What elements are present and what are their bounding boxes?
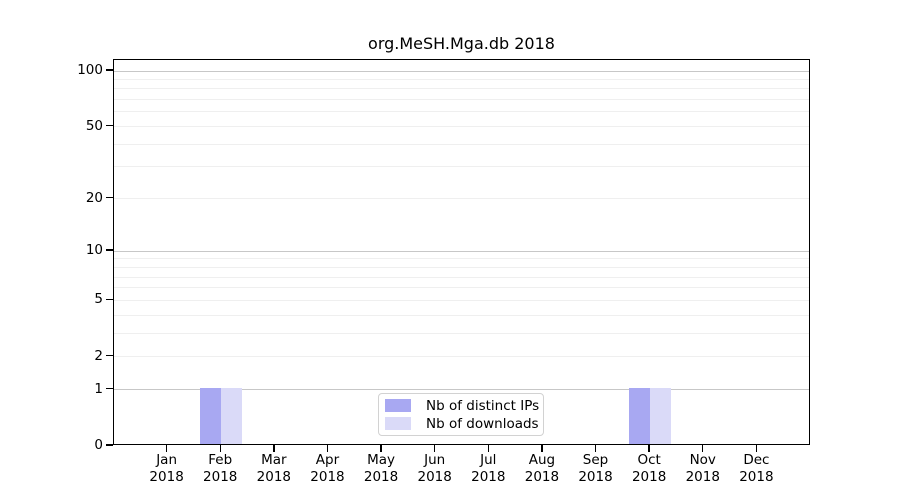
x-tick-year: 2018 bbox=[739, 469, 774, 485]
x-tick-year: 2018 bbox=[524, 469, 560, 485]
x-tick-mark bbox=[648, 445, 650, 452]
x-tick-month: Apr bbox=[315, 452, 340, 468]
x-tick-mark bbox=[273, 445, 275, 452]
x-tick-label: May 2018 bbox=[346, 452, 416, 486]
x-tick-month: Dec bbox=[743, 452, 770, 468]
y-gridline-minor bbox=[114, 356, 809, 358]
legend: Nb of distinct IPs Nb of downloads bbox=[378, 393, 544, 436]
x-tick-mark bbox=[541, 445, 543, 452]
x-tick-year: 2018 bbox=[685, 469, 720, 485]
y-gridline-minor bbox=[114, 276, 809, 278]
y-gridline-minor bbox=[114, 198, 809, 200]
y-gridline-minor bbox=[114, 314, 809, 316]
bar-nb-of-downloads bbox=[221, 387, 243, 444]
y-tick-mark bbox=[106, 249, 113, 251]
x-tick-mark bbox=[702, 445, 704, 452]
y-tick-mark bbox=[106, 355, 113, 357]
x-tick-month: Jun bbox=[424, 452, 446, 468]
y-tick-label: 10 bbox=[85, 242, 103, 259]
x-tick-month: Nov bbox=[689, 452, 716, 468]
x-tick-label: Dec 2018 bbox=[721, 452, 791, 486]
x-tick-label: Mar 2018 bbox=[239, 452, 309, 486]
legend-label: Nb of downloads bbox=[426, 415, 539, 432]
y-gridline-minor bbox=[114, 78, 809, 80]
x-tick-label: Jan 2018 bbox=[132, 452, 202, 486]
y-gridline-major bbox=[114, 389, 809, 391]
y-tick-label: 2 bbox=[94, 347, 103, 364]
x-tick-year: 2018 bbox=[256, 469, 292, 485]
bar-nb-of-distinct-ips bbox=[200, 387, 222, 444]
x-tick-month: Oct bbox=[637, 452, 661, 468]
x-tick-label: Feb 2018 bbox=[185, 452, 255, 486]
x-tick-year: 2018 bbox=[578, 469, 613, 485]
x-tick-label: Apr 2018 bbox=[292, 452, 362, 486]
y-gridline-minor bbox=[114, 299, 809, 301]
y-gridline-minor bbox=[114, 99, 809, 101]
x-tick-year: 2018 bbox=[149, 469, 184, 485]
x-tick-month: Feb bbox=[208, 452, 233, 468]
x-tick-mark bbox=[755, 445, 758, 452]
x-tick-month: Jan bbox=[156, 452, 178, 468]
y-gridline-minor bbox=[114, 266, 809, 268]
x-tick-label: Nov 2018 bbox=[668, 452, 738, 486]
x-tick-month: Jul bbox=[480, 452, 497, 468]
y-gridline-major bbox=[114, 70, 809, 72]
y-tick-label: 0 bbox=[94, 437, 103, 453]
y-gridline-minor bbox=[114, 287, 809, 289]
x-tick-label: Jul 2018 bbox=[453, 452, 523, 486]
x-tick-label: Jun 2018 bbox=[400, 452, 470, 486]
x-tick-month: Aug bbox=[528, 452, 556, 468]
x-tick-year: 2018 bbox=[310, 469, 345, 485]
y-tick-mark bbox=[106, 387, 113, 390]
x-tick-year: 2018 bbox=[631, 469, 667, 485]
x-tick-year: 2018 bbox=[363, 469, 399, 485]
y-tick-label: 50 bbox=[85, 117, 103, 134]
x-tick-mark bbox=[594, 445, 597, 452]
x-tick-mark bbox=[219, 445, 221, 452]
y-tick-label: 1 bbox=[94, 380, 103, 397]
legend-swatch bbox=[385, 417, 411, 430]
x-tick-year: 2018 bbox=[471, 469, 506, 485]
x-tick-mark bbox=[380, 445, 382, 452]
bar-nb-of-distinct-ips bbox=[629, 387, 651, 444]
y-gridline-minor bbox=[114, 332, 809, 334]
x-tick-mark bbox=[165, 445, 168, 452]
y-gridline-minor bbox=[114, 111, 809, 113]
x-tick-month: Mar bbox=[261, 452, 287, 468]
legend-swatch bbox=[385, 399, 411, 412]
y-tick-label: 5 bbox=[94, 291, 103, 308]
y-tick-label: 20 bbox=[85, 189, 103, 206]
bar-nb-of-downloads bbox=[650, 387, 672, 444]
y-tick-mark bbox=[106, 298, 113, 301]
y-tick-mark bbox=[106, 124, 113, 127]
y-gridline-minor bbox=[114, 88, 809, 90]
chart-title: org.MeSH.Mga.db 2018 bbox=[368, 34, 555, 53]
y-tick-mark bbox=[106, 444, 113, 446]
y-gridline-minor bbox=[114, 166, 809, 168]
x-tick-year: 2018 bbox=[203, 469, 238, 485]
y-gridline-minor bbox=[114, 126, 809, 128]
plot-area bbox=[113, 59, 810, 445]
x-tick-mark bbox=[326, 445, 329, 452]
x-tick-label: Aug 2018 bbox=[507, 452, 577, 486]
y-tick-mark bbox=[106, 69, 113, 71]
x-tick-year: 2018 bbox=[417, 469, 452, 485]
y-tick-label: 100 bbox=[77, 62, 103, 78]
y-gridline-minor bbox=[114, 258, 809, 260]
x-tick-mark bbox=[433, 445, 436, 452]
x-tick-month: May bbox=[367, 452, 396, 468]
y-gridline-major bbox=[114, 250, 809, 252]
legend-entry: Nb of downloads bbox=[385, 415, 543, 432]
x-tick-label: Oct 2018 bbox=[614, 452, 684, 486]
y-gridline-minor bbox=[114, 143, 809, 145]
x-tick-month: Sep bbox=[582, 452, 609, 468]
x-tick-label: Sep 2018 bbox=[561, 452, 631, 486]
y-tick-mark bbox=[106, 196, 113, 199]
x-tick-mark bbox=[487, 445, 489, 452]
legend-label: Nb of distinct IPs bbox=[426, 397, 540, 414]
legend-entry: Nb of distinct IPs bbox=[385, 397, 543, 414]
